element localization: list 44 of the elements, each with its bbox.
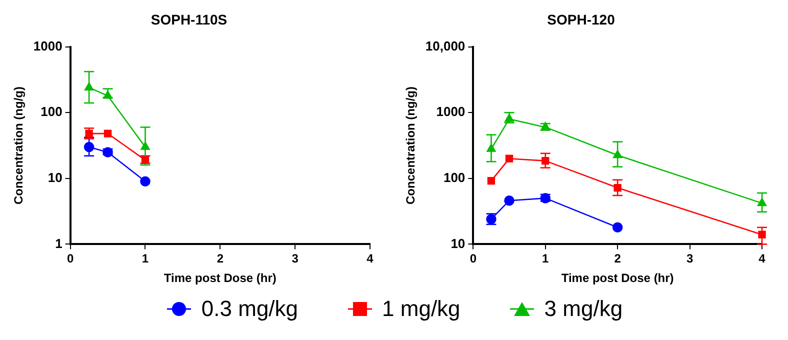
y-tick-label: 10,000 xyxy=(425,38,466,54)
point xyxy=(613,150,622,158)
x-tick-label: 1 xyxy=(142,252,149,266)
x-tick-label: 0 xyxy=(66,252,74,266)
point xyxy=(140,176,150,187)
point xyxy=(104,130,112,138)
x-tick-label: 1 xyxy=(542,252,550,266)
y-axis-title: Concentration (ng/g) xyxy=(12,86,26,204)
legend-label: 3 mg/kg xyxy=(544,296,623,322)
x-tick-label: 3 xyxy=(292,252,299,266)
x-tick-label: 4 xyxy=(366,252,374,266)
point xyxy=(542,156,550,165)
x-tick-label: 2 xyxy=(614,252,622,266)
point xyxy=(486,144,496,152)
y-tick-label: 100 xyxy=(443,170,466,185)
x-axis-title: Time post Dose (hr) xyxy=(164,271,276,286)
y-axis-title: Concentration (ng/g) xyxy=(404,86,418,204)
point xyxy=(487,176,496,185)
x-tick-label: 4 xyxy=(758,252,766,266)
point xyxy=(612,222,623,233)
y-tick-label: 10 xyxy=(450,236,466,251)
x-tick-label: 0 xyxy=(470,252,477,266)
y-tick-label: 1 xyxy=(55,236,62,251)
legend-label: 1 mg/kg xyxy=(382,296,460,322)
point xyxy=(504,195,514,206)
chart-title: SOPH-120 xyxy=(547,11,616,28)
x-axis-title: Time post Dose (hr) xyxy=(561,271,674,286)
point xyxy=(758,230,766,238)
chart-title: SOPH-110S xyxy=(150,11,228,28)
point xyxy=(84,82,94,90)
x-tick-label: 2 xyxy=(216,252,224,266)
point xyxy=(84,142,94,152)
point xyxy=(102,147,113,158)
y-tick-label: 1000 xyxy=(436,104,466,120)
y-tick-label: 100 xyxy=(40,104,62,120)
point xyxy=(757,198,767,206)
point xyxy=(614,184,622,192)
y-tick-label: 10 xyxy=(48,170,62,185)
x-tick-label: 3 xyxy=(686,252,694,266)
point xyxy=(140,142,150,150)
point xyxy=(103,90,112,99)
point xyxy=(505,154,514,162)
y-tick-label: 1000 xyxy=(33,38,62,54)
legend-label: 0.3 mg/kg xyxy=(201,296,298,322)
